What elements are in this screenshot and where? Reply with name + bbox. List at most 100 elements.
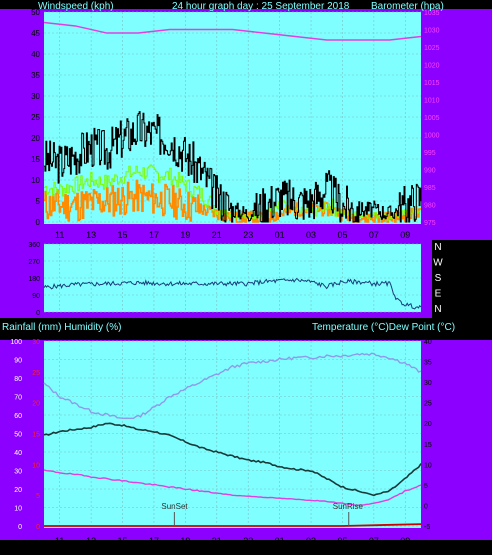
baro-y-tick: 990 bbox=[424, 168, 436, 175]
wind-y-tick: 40 bbox=[31, 50, 40, 59]
temp-plot-area bbox=[44, 341, 421, 528]
temp-x-tick: 21 bbox=[212, 536, 222, 546]
wind-x-tick: 09 bbox=[400, 230, 410, 240]
rain-y-tick: 5 bbox=[36, 493, 40, 500]
rain-y-tick: 25 bbox=[32, 370, 40, 377]
temp-y-tick: 40 bbox=[424, 339, 432, 346]
baro-y-tick: 1010 bbox=[424, 98, 440, 105]
axis-labels: 0510152025303540455097598098599099510001… bbox=[10, 8, 443, 546]
wind-y-tick: 35 bbox=[31, 71, 40, 80]
baro-y-tick: 1000 bbox=[424, 133, 440, 140]
wind-y-tick: 15 bbox=[31, 155, 40, 164]
wind-y-tick: 10 bbox=[31, 176, 40, 185]
windspeed-line bbox=[44, 111, 422, 223]
temp-x-tick: 13 bbox=[86, 536, 96, 546]
wind-x-tick: 17 bbox=[149, 230, 159, 240]
temp-x-tick: 07 bbox=[369, 536, 379, 546]
baro-y-tick: 1015 bbox=[424, 80, 440, 87]
temp-x-tick: 23 bbox=[243, 536, 253, 546]
wind-y-tick: 45 bbox=[31, 29, 40, 38]
dir-y-tick: 360 bbox=[28, 242, 40, 249]
sunrise-label: SunRise bbox=[333, 502, 364, 511]
dir-y-tick: 0 bbox=[36, 310, 40, 317]
humidity-y-tick: 70 bbox=[14, 395, 22, 402]
dir-y-tick: 270 bbox=[28, 259, 40, 266]
baro-y-tick: 1025 bbox=[424, 45, 440, 52]
baro-y-tick: 975 bbox=[424, 220, 436, 227]
wind-x-tick: 01 bbox=[275, 230, 285, 240]
rain-y-tick: 0 bbox=[36, 524, 40, 531]
humidity-y-tick: 10 bbox=[14, 506, 22, 513]
temp-y-tick: 5 bbox=[424, 483, 428, 490]
temp-y-tick: 0 bbox=[424, 503, 428, 510]
humidity-line bbox=[43, 352, 422, 420]
wind-x-tick: 11 bbox=[55, 230, 64, 240]
baro-y-tick: 985 bbox=[424, 185, 436, 192]
temp-y-tick: -5 bbox=[424, 524, 430, 531]
dir-y-tick: 90 bbox=[32, 293, 40, 300]
rain-y-tick: 30 bbox=[32, 339, 40, 346]
rainfall-line bbox=[44, 523, 422, 527]
baro-y-tick: 1005 bbox=[424, 115, 440, 122]
wind-y-tick: 50 bbox=[31, 8, 40, 17]
wind-x-tick: 19 bbox=[180, 230, 190, 240]
wind-y-tick: 5 bbox=[36, 197, 41, 206]
graph-date-title: 24 hour graph day : 25 September 2018 bbox=[172, 1, 350, 12]
humidity-y-tick: 30 bbox=[14, 469, 22, 476]
direction-label-bg bbox=[432, 240, 492, 320]
temp-x-tick: 17 bbox=[149, 536, 159, 546]
temp-dew-title: Temperature (°C)Dew Point (°C) bbox=[312, 322, 455, 333]
wind-x-tick: 13 bbox=[86, 230, 96, 240]
temp-x-tick: 03 bbox=[306, 536, 316, 546]
baro-y-tick: 1030 bbox=[424, 28, 440, 35]
dewpoint-line bbox=[43, 469, 422, 507]
wind-x-tick: 15 bbox=[118, 230, 128, 240]
temp-y-tick: 15 bbox=[424, 442, 432, 449]
series-lines bbox=[43, 21, 422, 527]
baro-y-tick: 995 bbox=[424, 150, 436, 157]
wind-y-tick: 20 bbox=[31, 134, 40, 143]
wind-x-tick: 03 bbox=[306, 230, 316, 240]
wind-plot-area bbox=[44, 12, 421, 224]
dir-y-tick: 180 bbox=[28, 276, 40, 283]
temp-x-tick: 19 bbox=[180, 536, 190, 546]
top-strip bbox=[0, 0, 492, 9]
wind-x-tick: 05 bbox=[337, 230, 347, 240]
temperature-line bbox=[43, 422, 422, 497]
wind-y-tick: 25 bbox=[31, 113, 40, 122]
humidity-y-tick: 90 bbox=[14, 358, 22, 365]
temp-y-tick: 30 bbox=[424, 380, 432, 387]
rain-y-tick: 15 bbox=[32, 432, 40, 439]
compass-label: S bbox=[435, 273, 442, 284]
baro-y-tick: 1035 bbox=[424, 10, 440, 17]
barometer-line bbox=[43, 21, 422, 41]
temp-y-tick: 25 bbox=[424, 401, 432, 408]
compass-label: W bbox=[433, 258, 443, 269]
wind-y-tick: 0 bbox=[36, 218, 41, 227]
rain-y-tick: 10 bbox=[32, 462, 40, 469]
wind-direction-line bbox=[43, 277, 422, 310]
wind-x-tick: 21 bbox=[212, 230, 222, 240]
rain-humidity-title: Rainfall (mm) Humidity (%) bbox=[2, 322, 121, 333]
baro-y-tick: 980 bbox=[424, 203, 436, 210]
temp-x-tick: 11 bbox=[55, 536, 64, 546]
wind-x-tick: 07 bbox=[369, 230, 379, 240]
rain-y-tick: 20 bbox=[32, 401, 40, 408]
temp-y-tick: 20 bbox=[424, 421, 432, 428]
temp-x-tick: 09 bbox=[400, 536, 410, 546]
sunset-label: SunSet bbox=[161, 502, 188, 511]
humidity-y-tick: 100 bbox=[10, 339, 22, 346]
barometer-title: Barometer (hpa) bbox=[371, 1, 444, 12]
temp-x-tick: 05 bbox=[337, 536, 347, 546]
temp-x-tick: 15 bbox=[118, 536, 128, 546]
wind-x-tick: 23 bbox=[243, 230, 253, 240]
temp-x-tick: 01 bbox=[275, 536, 285, 546]
humidity-y-tick: 20 bbox=[14, 487, 22, 494]
mid-strip bbox=[0, 318, 492, 340]
baro-y-tick: 1020 bbox=[424, 63, 440, 70]
compass-label: E bbox=[435, 289, 442, 300]
humidity-y-tick: 60 bbox=[14, 413, 22, 420]
temp-y-tick: 10 bbox=[424, 462, 432, 469]
compass-label: N bbox=[434, 304, 441, 315]
